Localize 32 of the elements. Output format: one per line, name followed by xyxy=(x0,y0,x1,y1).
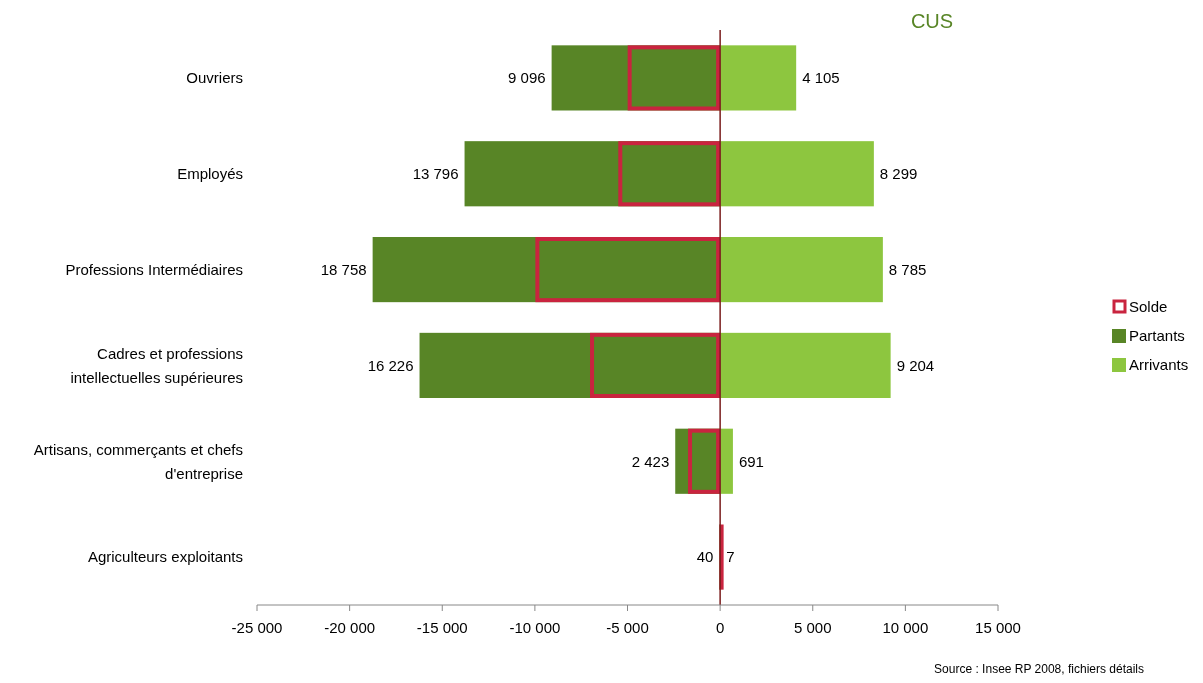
data-label: 8 299 xyxy=(879,165,918,182)
y-tick-label: Employés xyxy=(177,165,243,182)
data-label: 2 423 xyxy=(631,452,670,470)
legend-label: Partants xyxy=(1129,327,1185,345)
x-tick-label: 10 000 xyxy=(882,619,929,636)
data-label: 7 xyxy=(726,548,735,566)
data-label: 9 204 xyxy=(896,356,935,374)
data-label: 40 xyxy=(696,548,714,566)
data-label: 16 226 xyxy=(367,356,414,374)
x-tick-label: 0 xyxy=(715,619,725,636)
legend-label: Solde xyxy=(1129,298,1168,316)
source-note: Source : Insee RP 2008, fichiers détails xyxy=(934,662,1144,676)
data-label: 8 785 xyxy=(888,260,927,278)
data-label: 9 096 xyxy=(508,69,546,87)
data-label: 13 796 xyxy=(412,165,459,182)
y-tick-label: Cadres et professions intellectuelles supérieures xyxy=(70,344,243,386)
y-tick-label: Artisans, commerçants et chefs d'entreprise xyxy=(33,440,243,482)
data-label: 691 xyxy=(738,452,764,470)
x-tick-label: -10 000 xyxy=(509,619,561,636)
y-tick-label: Professions Intermédiaires xyxy=(65,260,243,278)
y-tick-label: Ouvriers xyxy=(186,69,243,87)
y-tick-label: Agriculteurs exploitants xyxy=(87,548,243,566)
x-tick-label: -5 000 xyxy=(606,619,649,636)
x-tick-label: 5 000 xyxy=(793,619,832,636)
chart-title: CUS xyxy=(910,10,954,32)
x-tick-label: -25 000 xyxy=(231,619,283,636)
x-tick-label: 15 000 xyxy=(975,619,1021,636)
legend-label: Arrivants xyxy=(1129,356,1189,374)
data-label: 4 105 xyxy=(802,69,840,87)
data-label: 18 758 xyxy=(320,260,367,278)
x-tick-label: -15 000 xyxy=(416,619,468,636)
x-tick-label: -20 000 xyxy=(324,619,376,636)
